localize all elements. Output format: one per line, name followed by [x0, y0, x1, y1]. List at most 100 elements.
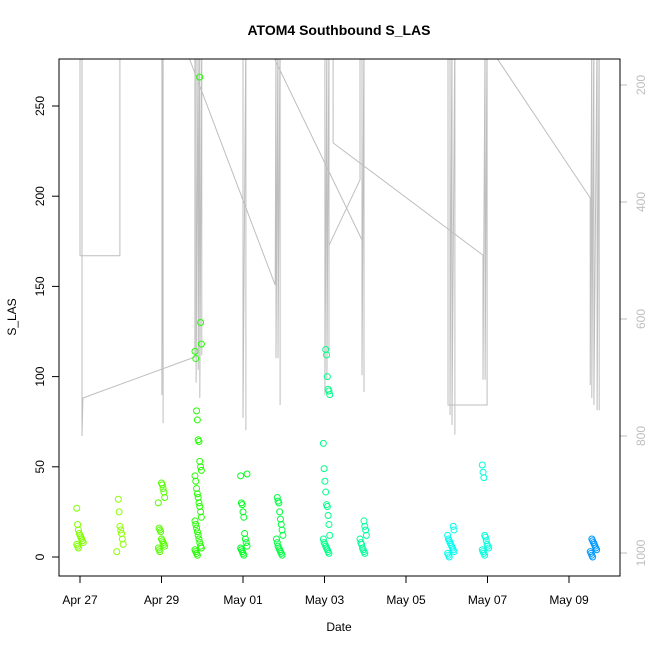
data-point: [276, 515, 284, 523]
data-point: [325, 387, 333, 395]
data-point: [161, 493, 169, 501]
plot-frame: [58, 58, 621, 577]
x-tick-label: May 07: [468, 593, 508, 607]
data-point: [449, 522, 457, 530]
data-point: [319, 439, 327, 447]
data-point: [240, 551, 248, 559]
x-tick-label: May 03: [305, 593, 345, 607]
y-tick-label: 100: [33, 366, 47, 386]
y-tick-label: 150: [33, 276, 47, 296]
data-point: [445, 553, 453, 561]
y-axis-label: S_LAS: [5, 298, 19, 335]
data-point: [159, 484, 167, 492]
data-point: [114, 495, 122, 503]
data-point: [362, 526, 370, 534]
data-point: [322, 488, 330, 496]
data-point: [193, 407, 201, 415]
secondary-series-line: [79, 59, 600, 437]
data-point: [197, 513, 205, 521]
data-point: [320, 465, 328, 473]
x-tick-label: Apr 27: [62, 593, 98, 607]
data-point: [160, 488, 168, 496]
data-point: [323, 373, 331, 381]
data-point: [191, 347, 199, 355]
y-tick-label: 200: [33, 186, 47, 206]
x-axis-label: Date: [326, 620, 352, 634]
y-tick-label: 0: [33, 553, 47, 560]
data-point: [117, 526, 125, 534]
data-point: [279, 531, 287, 539]
data-point: [197, 508, 205, 516]
data-point: [192, 355, 200, 363]
data-point: [237, 472, 245, 480]
secondary-tick-label: 1000: [634, 539, 648, 566]
data-point: [450, 526, 458, 534]
data-point: [195, 499, 203, 507]
data-point: [197, 463, 205, 471]
data-point: [276, 508, 284, 516]
data-point: [243, 470, 251, 478]
data-point: [195, 535, 203, 543]
data-point: [74, 521, 82, 529]
data-point: [154, 499, 162, 507]
data-point: [325, 549, 333, 557]
data-point: [593, 546, 601, 554]
secondary-tick-label: 200: [634, 75, 648, 95]
data-point: [272, 535, 280, 543]
secondary-series: [79, 59, 600, 437]
data-point: [193, 416, 201, 424]
x-tick-label: Apr 29: [144, 593, 180, 607]
data-point: [113, 548, 121, 556]
data-point: [197, 544, 205, 552]
chart-title: ATOM4 Southbound S_LAS: [247, 22, 430, 38]
data-point: [481, 533, 489, 541]
secondary-tick-label: 800: [634, 426, 648, 446]
data-point: [239, 508, 247, 516]
data-point: [240, 513, 248, 521]
data-point: [196, 457, 204, 465]
y-tick-label: 250: [33, 96, 47, 116]
data-point: [238, 501, 246, 509]
data-point: [191, 517, 199, 525]
x-tick-label: May 09: [549, 593, 589, 607]
data-point: [195, 438, 203, 446]
x-tick-label: May 05: [386, 593, 426, 607]
data-point: [241, 530, 249, 538]
data-point: [322, 346, 330, 354]
data-point: [323, 351, 331, 359]
data-point: [193, 551, 201, 559]
data-point: [277, 521, 285, 529]
data-point: [79, 539, 87, 547]
data-point: [196, 502, 204, 510]
secondary-tick-label: 600: [634, 309, 648, 329]
data-point: [278, 551, 286, 559]
data-point: [479, 468, 487, 476]
data-point: [242, 539, 250, 547]
data-point: [74, 544, 82, 552]
data-point: [157, 528, 165, 536]
data-point: [73, 504, 81, 512]
data-point: [158, 481, 166, 489]
data-point: [323, 502, 331, 510]
data-point: [193, 484, 201, 492]
data-point: [450, 548, 458, 556]
data-point: [193, 524, 201, 532]
data-point: [191, 472, 199, 480]
data-point: [118, 530, 126, 538]
data-point: [192, 477, 200, 485]
data-point: [194, 493, 202, 501]
data-point: [326, 391, 334, 399]
data-point: [481, 551, 489, 559]
data-point: [192, 521, 200, 529]
scatter-points: [73, 73, 601, 561]
data-point: [480, 474, 488, 482]
data-point: [589, 553, 597, 561]
y-tick-label: 50: [33, 460, 47, 474]
data-point: [116, 522, 124, 530]
data-point: [485, 544, 493, 552]
data-point: [118, 535, 126, 543]
data-point: [321, 477, 329, 485]
data-point: [197, 318, 205, 326]
data-point: [278, 526, 286, 534]
secondary-tick-label: 400: [634, 192, 648, 212]
